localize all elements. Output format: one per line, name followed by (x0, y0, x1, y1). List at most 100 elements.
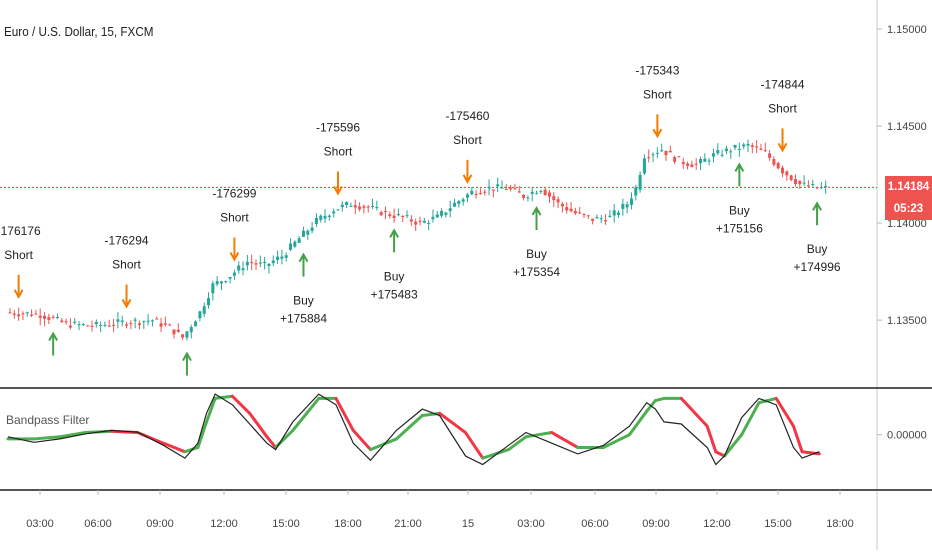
candle-body (81, 324, 85, 326)
candle-body (427, 222, 431, 224)
candle-body (504, 188, 508, 190)
candle-body (189, 327, 193, 333)
candle-body (77, 324, 81, 326)
candle-body (789, 175, 793, 181)
symbol-title: Euro / U.S. Dollar, 15, FXCM (4, 24, 154, 39)
candle-body (755, 146, 759, 148)
candle-body (116, 319, 120, 322)
filter-signal-segment (230, 394, 252, 415)
candle-body (379, 212, 383, 216)
filter-signal-segment (183, 445, 200, 454)
candle-body (224, 281, 228, 283)
filter-signal-segment (291, 396, 321, 432)
filter-signal-segment (507, 435, 528, 452)
candle-body (591, 218, 595, 221)
candle-body (215, 281, 219, 285)
price-tick-label: 1.15000 (887, 24, 927, 36)
candle-body (569, 208, 573, 212)
buy-signal-label: Buy (807, 242, 828, 256)
candle-body (573, 210, 577, 214)
candle-body (86, 325, 90, 327)
candle-body (150, 320, 154, 322)
filter-signal-segment (679, 396, 709, 428)
candle-body (776, 162, 780, 169)
candle-body (530, 191, 534, 194)
candle-body (60, 320, 64, 322)
short-signal-value: -174844 (761, 77, 805, 91)
filter-signal-segment (438, 411, 467, 435)
buy-signal-label: Buy (526, 247, 547, 261)
short-arrow-head (462, 174, 473, 184)
candle-body (543, 189, 547, 196)
candle-body (181, 334, 185, 338)
filter-signal-segment (265, 435, 278, 449)
filter-signal-segment (740, 401, 761, 437)
candle-body (340, 204, 344, 208)
candle-body (396, 214, 400, 216)
candle-body (595, 216, 599, 219)
candle-body (112, 324, 116, 326)
candle-body (655, 152, 659, 154)
filter-signal-segment (705, 424, 718, 454)
candle-body (47, 317, 51, 320)
candle-body (686, 163, 690, 166)
candle-body (750, 145, 754, 147)
candle-body (690, 164, 694, 168)
candle-body (599, 218, 603, 220)
candle-body (336, 209, 340, 211)
candle-body (604, 220, 608, 222)
filter-signal-segment (205, 396, 217, 424)
candle-body (612, 210, 616, 216)
candle-body (694, 163, 698, 165)
buy-signal-value: +175354 (513, 265, 560, 279)
short-signal-value: -175343 (635, 63, 679, 77)
filter-signal-segment (524, 431, 554, 439)
short-signal-label: Short (324, 145, 353, 159)
candle-body (793, 179, 797, 185)
short-signal-label: Short (768, 101, 797, 115)
candle-body (383, 211, 387, 213)
candle-body (401, 215, 405, 217)
short-arrow-head (121, 299, 132, 309)
candle-body (163, 323, 167, 325)
short-signal-value: -175460 (445, 109, 489, 123)
buy-signal-value: +175884 (280, 312, 327, 326)
candle-body (258, 262, 262, 264)
candle-body (768, 153, 772, 158)
candle-body (133, 319, 137, 321)
candle-body (465, 194, 469, 198)
candle-body (746, 143, 750, 146)
candle-body (358, 206, 362, 210)
candle-body (487, 186, 491, 189)
short-signal-value: -176299 (212, 186, 256, 200)
candle-body (474, 193, 478, 195)
candle-body (461, 199, 465, 202)
candle-body (729, 151, 733, 153)
candle-body (388, 214, 392, 217)
candle-body (301, 230, 305, 237)
short-arrow-head (333, 186, 343, 196)
candle-body (815, 187, 819, 189)
candle-body (319, 215, 323, 220)
indicator-zero-label: 0.00000 (887, 430, 927, 442)
candle-body (254, 263, 258, 265)
candle-body (681, 162, 685, 165)
candle-body (297, 238, 301, 243)
filter-signal-segment (627, 409, 649, 437)
candle-body (539, 190, 543, 192)
price-tick-label: 1.14500 (887, 121, 927, 133)
candle-body (125, 324, 129, 326)
candle-body (90, 325, 94, 327)
short-signal-label: Short (643, 87, 672, 101)
candle-body (642, 158, 646, 174)
candle-body (699, 158, 703, 164)
candle-body (362, 206, 366, 208)
filter-signal-segment (196, 420, 209, 449)
candle-body (241, 268, 245, 271)
filter-signal-segment (248, 411, 269, 439)
candle-body (349, 205, 353, 207)
buy-arrow-head (812, 201, 822, 211)
candle-body (146, 320, 150, 322)
candle-body (500, 187, 504, 189)
